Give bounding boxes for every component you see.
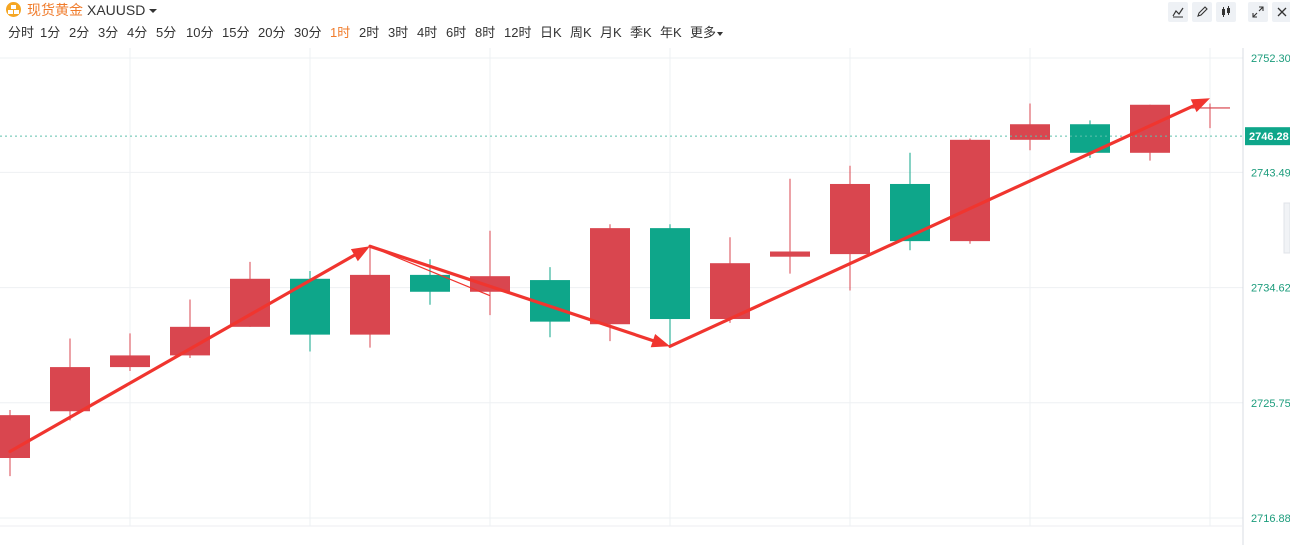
period-tab-8[interactable]: 20分 bbox=[258, 24, 285, 42]
candle-body bbox=[890, 183, 930, 242]
trend-arrow-line bbox=[8, 253, 356, 454]
period-tab-label: 4分 bbox=[127, 25, 148, 40]
period-tab-2[interactable]: 2分 bbox=[69, 24, 89, 42]
period-tab-label: 8时 bbox=[475, 25, 496, 40]
candle-body bbox=[410, 274, 450, 292]
period-tab-label: 日K bbox=[540, 25, 562, 40]
candle-body bbox=[1130, 104, 1170, 153]
candle-body bbox=[590, 228, 630, 325]
candle-body bbox=[110, 355, 150, 368]
trend-arrow-line bbox=[668, 104, 1196, 348]
period-tab-label: 更多 bbox=[690, 25, 717, 40]
candle-body bbox=[830, 183, 870, 255]
symbol-code: XAUUSD bbox=[87, 2, 146, 18]
axis-scroll-handle bbox=[1283, 202, 1290, 254]
period-tab-1[interactable]: 1分 bbox=[40, 24, 60, 42]
period-tab-6[interactable]: 10分 bbox=[186, 24, 213, 42]
candle-body bbox=[1190, 107, 1230, 109]
period-tab-label: 3分 bbox=[98, 25, 119, 40]
period-tab-0[interactable]: 分时 bbox=[8, 24, 34, 42]
period-tab-label: 20分 bbox=[258, 25, 286, 40]
period-tab-9[interactable]: 30分 bbox=[294, 24, 321, 42]
period-tab-19[interactable]: 月K bbox=[600, 24, 622, 42]
chart-header: 现货黄金 XAUUSD bbox=[0, 0, 1290, 22]
trend-connector-line bbox=[369, 245, 491, 297]
candle-body bbox=[470, 276, 510, 292]
period-tab-12[interactable]: 3时 bbox=[388, 24, 408, 42]
period-tab-3[interactable]: 3分 bbox=[98, 24, 118, 42]
current-price-label: 2746.28 bbox=[1249, 131, 1289, 143]
period-tab-5[interactable]: 5分 bbox=[156, 24, 176, 42]
period-tab-label: 12时 bbox=[504, 25, 532, 40]
period-tab-label: 分时 bbox=[8, 25, 35, 40]
period-tab-label: 5分 bbox=[156, 25, 177, 40]
period-tab-label: 30分 bbox=[294, 25, 322, 40]
period-tab-11[interactable]: 2时 bbox=[359, 24, 379, 42]
trend-connector-line bbox=[669, 305, 761, 347]
period-tab-label: 15分 bbox=[222, 25, 250, 40]
candle-body bbox=[770, 251, 810, 257]
pen-icon[interactable] bbox=[1192, 2, 1212, 22]
period-tab-13[interactable]: 4时 bbox=[417, 24, 437, 42]
period-tab-22[interactable]: 更多 bbox=[690, 24, 724, 42]
period-tab-10[interactable]: 1时 bbox=[330, 24, 350, 42]
period-tab-15[interactable]: 8时 bbox=[475, 24, 495, 42]
price-tick-label: 2743.49 bbox=[1251, 167, 1290, 179]
candle-body bbox=[650, 228, 690, 320]
period-tab-label: 季K bbox=[630, 25, 652, 40]
period-tab-label: 2时 bbox=[359, 25, 380, 40]
period-tab-4[interactable]: 4分 bbox=[127, 24, 147, 42]
candle-body bbox=[950, 139, 990, 242]
period-tab-label: 月K bbox=[600, 25, 622, 40]
current-price-tag bbox=[1245, 127, 1290, 146]
trend-arrow-line bbox=[368, 244, 655, 343]
period-tab-label: 2分 bbox=[69, 25, 90, 40]
period-tab-16[interactable]: 12时 bbox=[504, 24, 531, 42]
trend-arrow-head bbox=[650, 333, 670, 348]
chevron-down-icon bbox=[717, 31, 724, 36]
candlestick-chart: 2752.30 2743.49 2734.62 2725.75 2716.88 2746.… bbox=[0, 48, 1290, 545]
period-tab-label: 周K bbox=[570, 25, 592, 40]
candle-style-icon[interactable] bbox=[1216, 2, 1236, 22]
period-tab-21[interactable]: 年K bbox=[660, 24, 682, 42]
candle-body bbox=[230, 278, 270, 327]
candle-body bbox=[1010, 124, 1050, 140]
period-tab-label: 年K bbox=[660, 25, 682, 40]
candle-body bbox=[710, 263, 750, 320]
candle-body bbox=[50, 367, 90, 412]
period-tab-label: 6时 bbox=[446, 25, 467, 40]
period-tab-20[interactable]: 季K bbox=[630, 24, 652, 42]
symbol-selector[interactable]: 现货黄金 XAUUSD bbox=[27, 1, 158, 19]
candle-body bbox=[350, 274, 390, 335]
period-tab-17[interactable]: 日K bbox=[540, 24, 562, 42]
price-tick-label: 2752.30 bbox=[1251, 53, 1290, 65]
trend-arrow-head bbox=[1190, 98, 1210, 113]
draw-line-icon[interactable] bbox=[1168, 2, 1188, 22]
period-tab-label: 3时 bbox=[388, 25, 409, 40]
chevron-down-icon bbox=[149, 9, 158, 14]
price-tick-label: 2725.75 bbox=[1251, 398, 1290, 410]
price-tick-label: 2734.62 bbox=[1251, 283, 1290, 295]
period-tab-label: 4时 bbox=[417, 25, 438, 40]
period-tab-label: 1分 bbox=[40, 25, 61, 40]
period-tab-14[interactable]: 6时 bbox=[446, 24, 466, 42]
period-tab-7[interactable]: 15分 bbox=[222, 24, 249, 42]
candle-body bbox=[0, 415, 30, 458]
period-tab-18[interactable]: 周K bbox=[570, 24, 592, 42]
period-tab-label: 1时 bbox=[330, 25, 351, 40]
expand-icon[interactable] bbox=[1248, 2, 1268, 22]
gold-bars-icon bbox=[6, 2, 21, 17]
symbol-name: 现货黄金 bbox=[27, 2, 83, 18]
price-tick-label: 2716.88 bbox=[1251, 513, 1290, 525]
close-icon[interactable] bbox=[1272, 2, 1290, 22]
trend-arrow-head bbox=[350, 246, 370, 262]
period-tab-label: 10分 bbox=[186, 25, 214, 40]
